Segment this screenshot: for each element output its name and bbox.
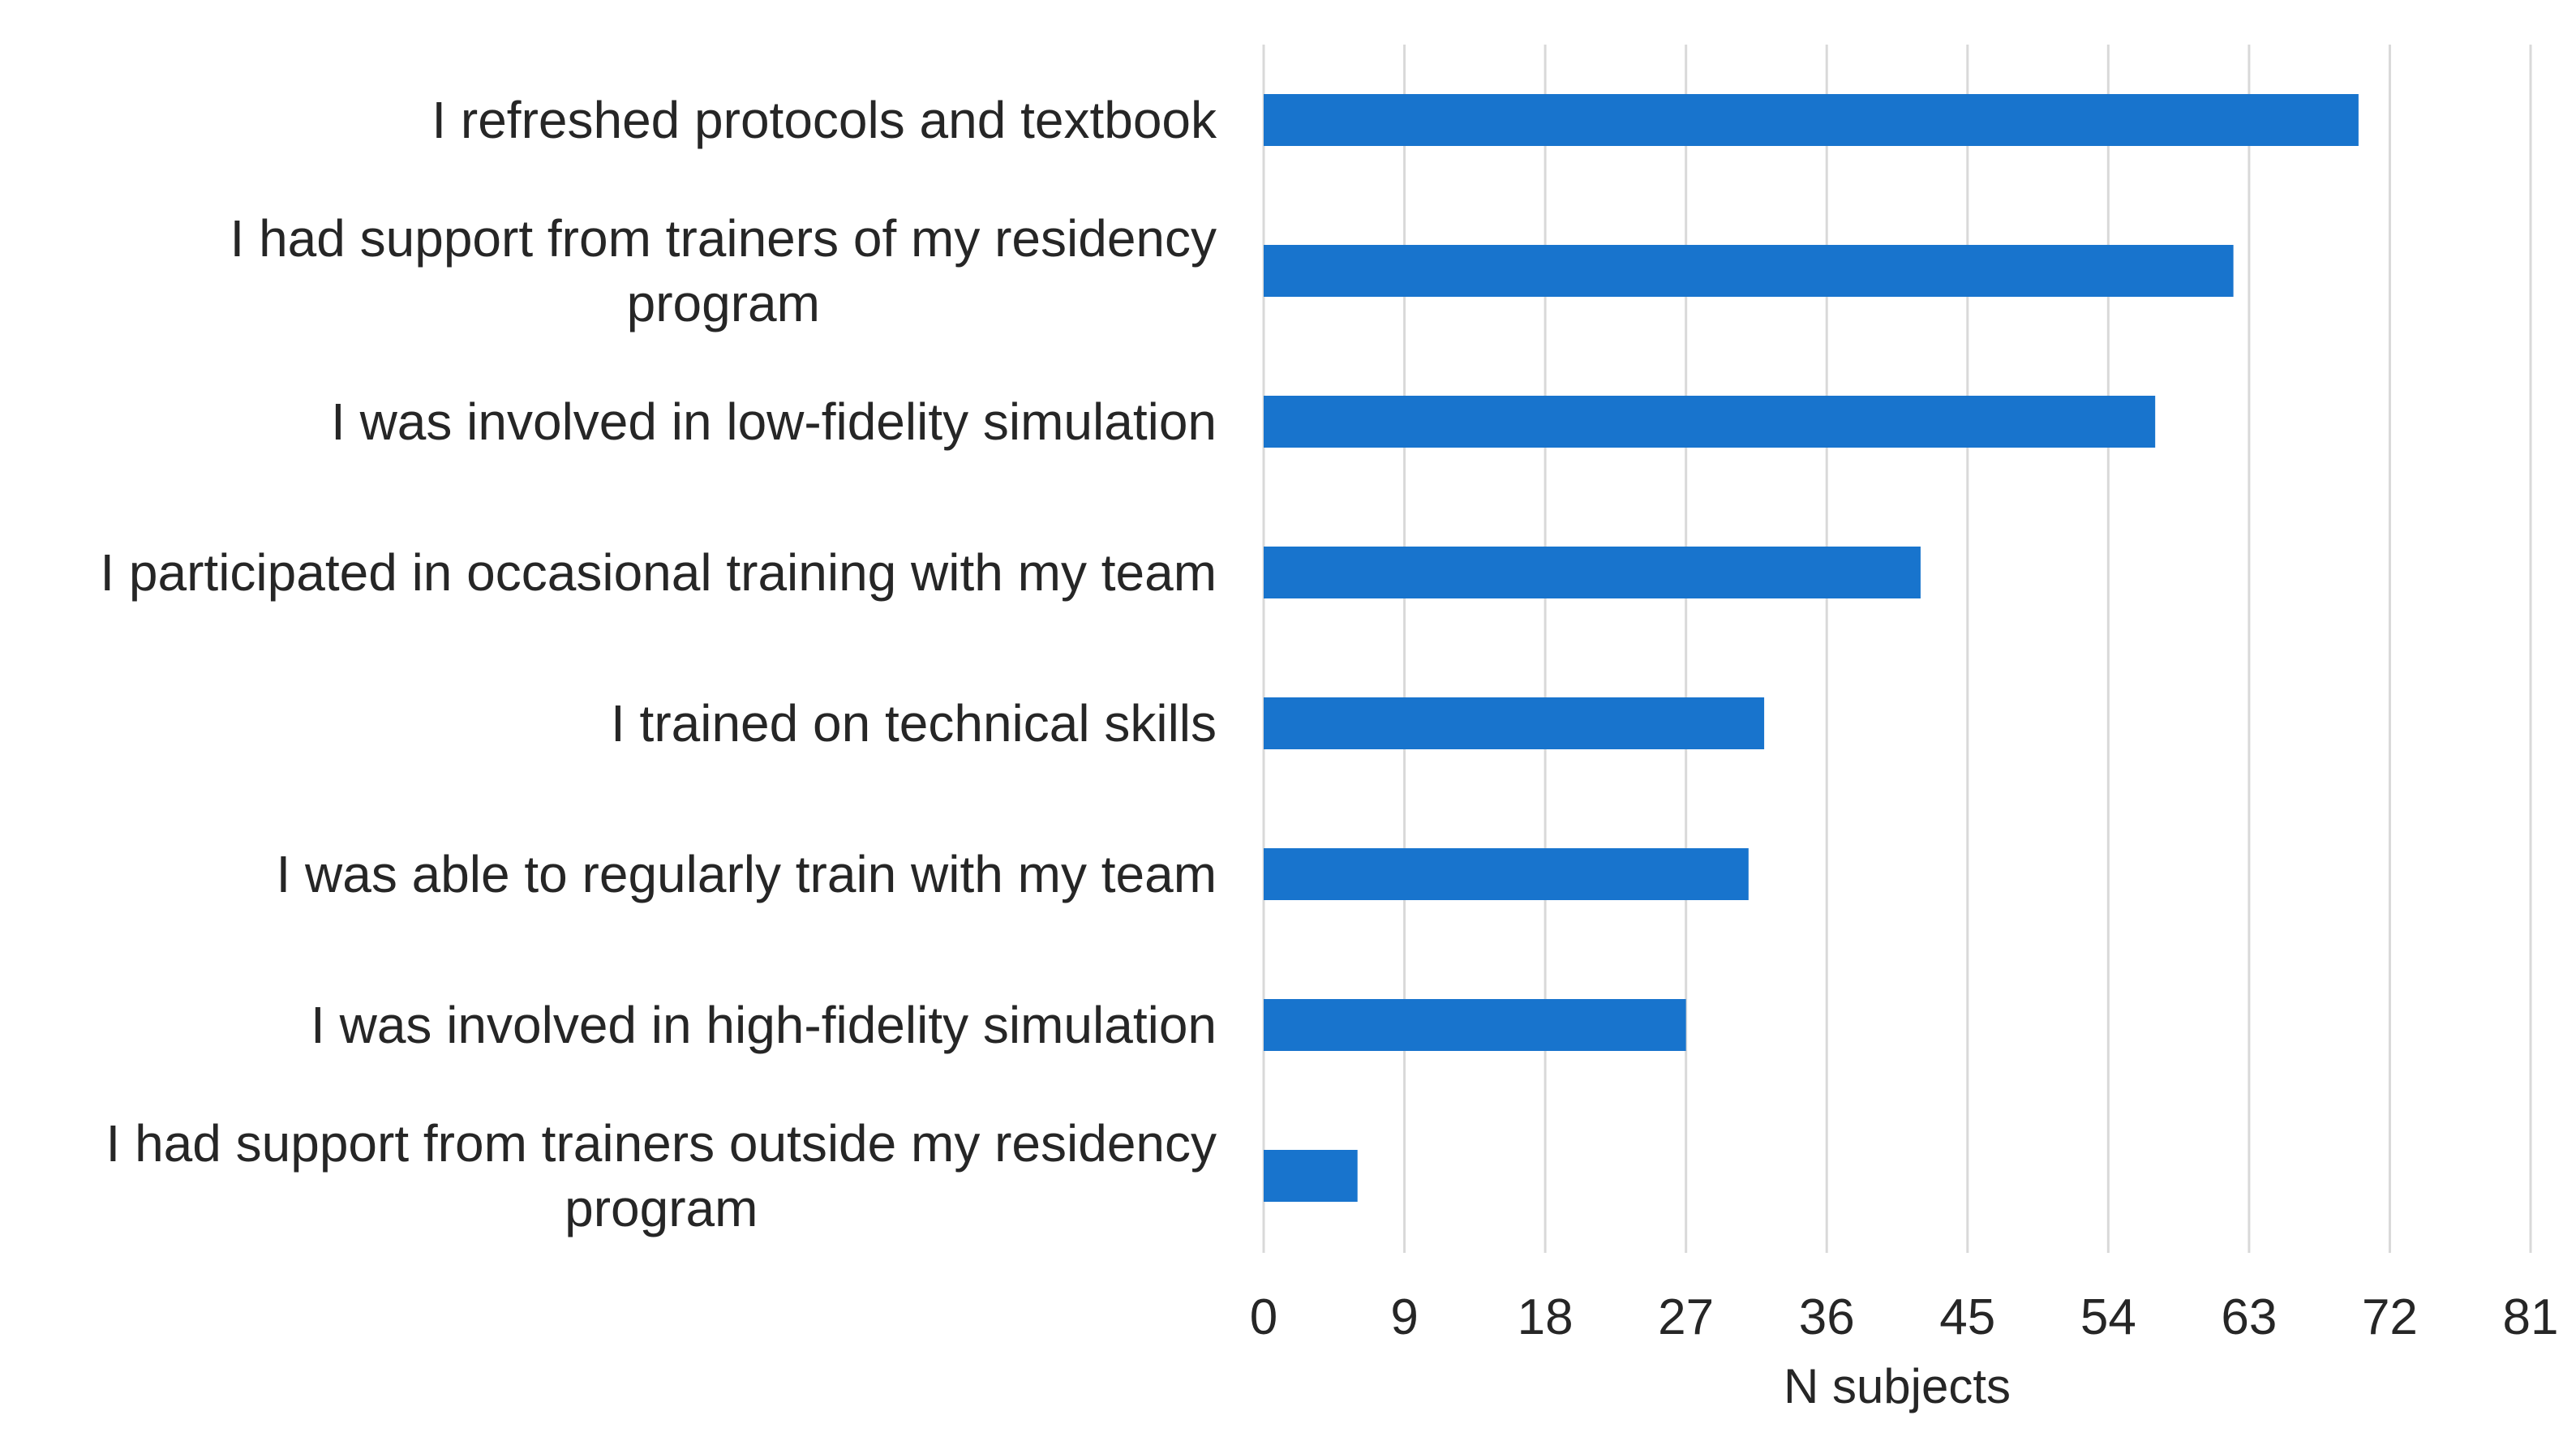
x-tick-label: 36	[1799, 1289, 1855, 1345]
category-label: program	[565, 1179, 758, 1237]
category-label: I participated in occasional training wi…	[100, 543, 1217, 602]
category-label: I had support from trainers outside my r…	[106, 1114, 1217, 1173]
bar	[1264, 245, 2234, 297]
category-label: I had support from trainers of my reside…	[230, 209, 1217, 268]
bar	[1264, 94, 2359, 146]
x-tick-label: 27	[1658, 1289, 1714, 1345]
category-label: I was involved in low-fidelity simulatio…	[331, 392, 1217, 451]
category-labels: I refreshed protocols and textbook I had …	[100, 91, 1217, 1237]
x-tick-label: 54	[2080, 1289, 2136, 1345]
bar	[1264, 547, 1921, 598]
bars	[1264, 94, 2359, 1202]
category-label: program	[627, 274, 820, 332]
x-tick-label: 81	[2503, 1289, 2559, 1345]
gridlines	[1262, 45, 2532, 1253]
bar	[1264, 396, 2156, 448]
category-label: I refreshed protocols and textbook	[431, 91, 1217, 149]
x-tick-label: 72	[2362, 1289, 2418, 1345]
bar	[1264, 848, 1749, 900]
x-tick-label: 9	[1390, 1289, 1418, 1345]
bar	[1264, 999, 1686, 1051]
category-label: I was involved in high-fidelity simulati…	[311, 996, 1217, 1054]
x-tick-label: 63	[2221, 1289, 2277, 1345]
x-tick-label: 0	[1250, 1289, 1277, 1345]
category-label: I was able to regularly train with my te…	[276, 845, 1217, 903]
bar	[1264, 1150, 1358, 1202]
x-tick-label: 45	[1939, 1289, 1995, 1345]
category-label: I trained on technical skills	[611, 694, 1217, 753]
x-tick-label: 18	[1518, 1289, 1574, 1345]
x-tick-labels: 0 9 18 27 36 45 54 63 72 81	[1250, 1289, 2559, 1345]
bar	[1264, 697, 1765, 749]
x-axis-title: N subjects	[1784, 1359, 2011, 1413]
